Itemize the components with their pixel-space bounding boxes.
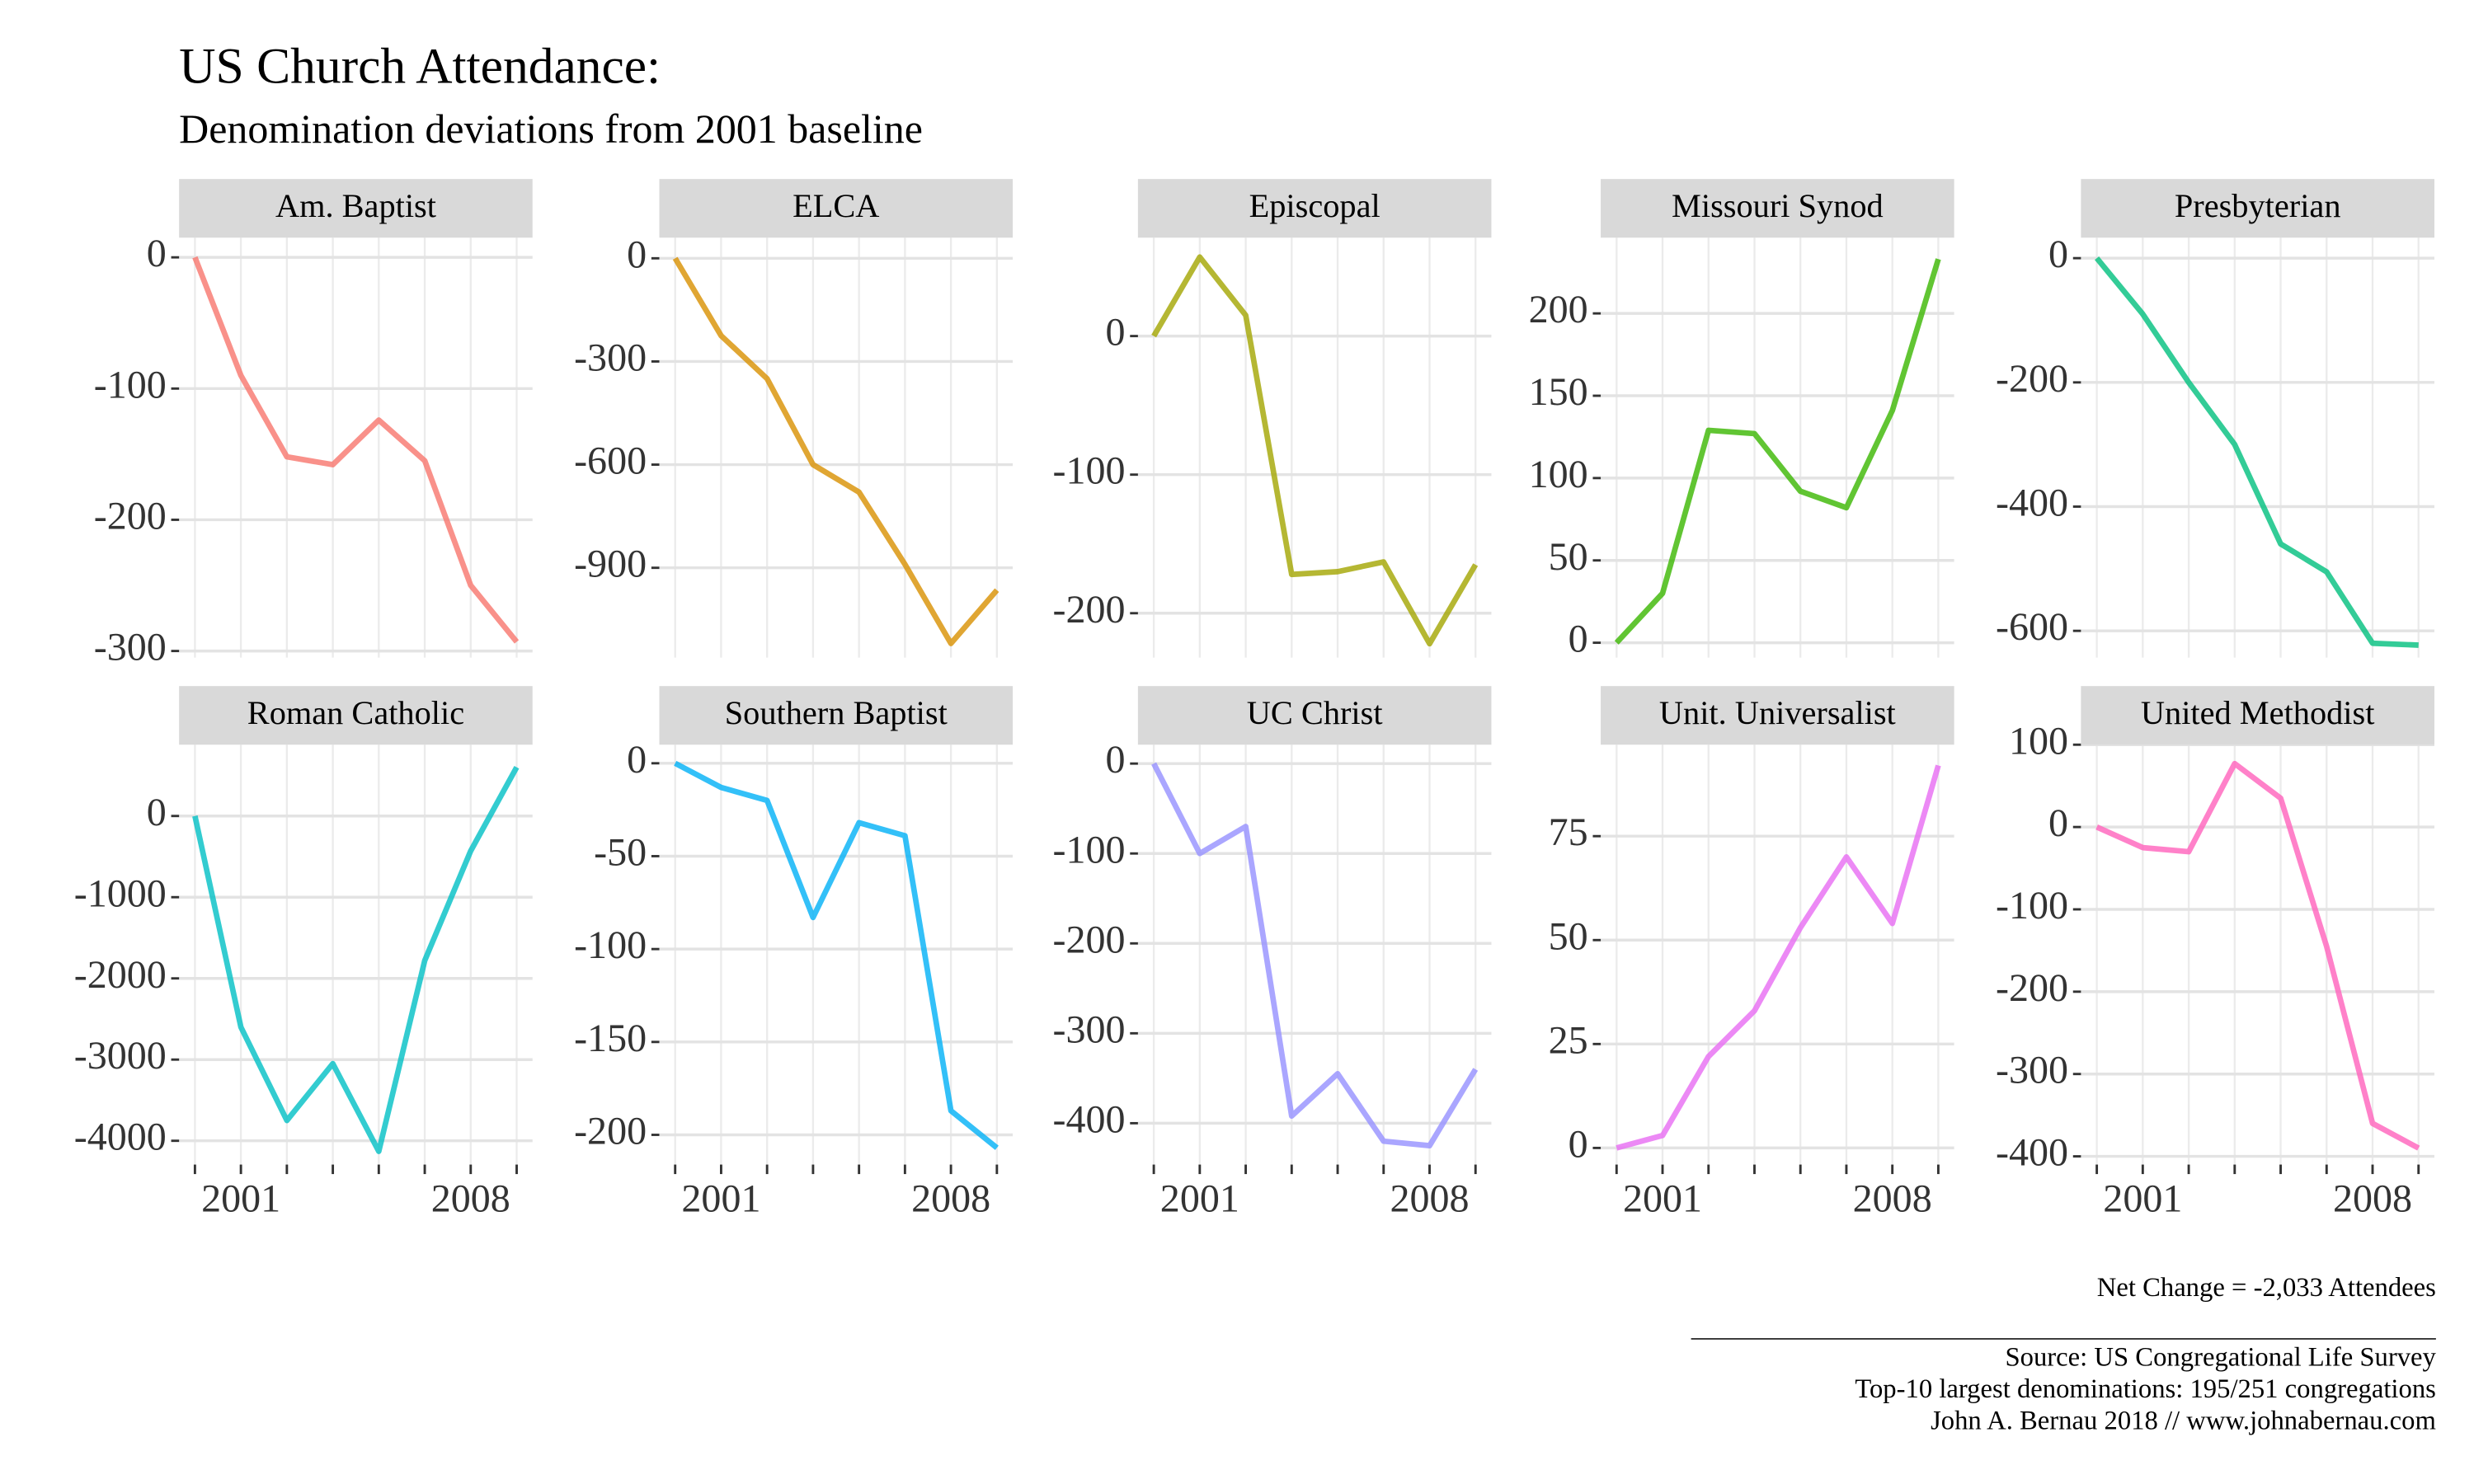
strip bbox=[179, 179, 533, 238]
y-tick-label: 50 bbox=[1549, 535, 1588, 579]
y-tick-label: -50 bbox=[594, 831, 647, 875]
y-tick-label: -900 bbox=[574, 542, 647, 586]
y-tick-label: -600 bbox=[574, 439, 647, 483]
strip bbox=[2081, 686, 2434, 745]
series-line bbox=[1151, 762, 1479, 1149]
y-tick-label: 0 bbox=[147, 791, 167, 834]
strip bbox=[1137, 686, 1492, 745]
panel-background bbox=[659, 237, 1014, 658]
y-tick-label: -100 bbox=[1052, 828, 1125, 871]
y-tick-label: -2000 bbox=[74, 953, 167, 997]
strip bbox=[659, 686, 1014, 745]
strip-label: Unit. Universalist bbox=[1659, 694, 1896, 731]
y-tick-label: -4000 bbox=[74, 1115, 167, 1159]
y-tick-label: -200 bbox=[1996, 966, 2068, 1010]
series-line bbox=[1151, 254, 1479, 647]
strip bbox=[1137, 179, 1492, 238]
caption-line: Source: US Congregational Life Survey bbox=[2005, 1342, 2436, 1372]
panel-background bbox=[659, 744, 1014, 1165]
y-tick-label: -3000 bbox=[74, 1034, 167, 1078]
series-line bbox=[192, 766, 520, 1154]
y-tick-label: -100 bbox=[94, 363, 167, 406]
strip-label: ELCA bbox=[793, 187, 879, 224]
x-tick-label: 2001 bbox=[1623, 1177, 1702, 1221]
y-tick-label: -1000 bbox=[74, 871, 167, 915]
net-change: Net Change = -2,033 Attendees bbox=[2097, 1273, 2436, 1303]
y-tick-label: -200 bbox=[1052, 588, 1125, 632]
panel-background bbox=[1601, 744, 1954, 1165]
y-tick-label: 100 bbox=[1529, 453, 1588, 496]
strip-label: Am. Baptist bbox=[275, 187, 436, 224]
y-tick-label: 100 bbox=[2009, 719, 2068, 763]
x-tick-label: 2001 bbox=[2103, 1177, 2182, 1221]
x-tick-label: 2008 bbox=[1390, 1177, 1469, 1221]
series-line bbox=[192, 256, 520, 644]
series-line bbox=[672, 256, 999, 646]
chart-subtitle: Denomination deviations from 2001 baseli… bbox=[179, 106, 923, 152]
strip bbox=[1601, 686, 1954, 745]
x-tick-label: 2001 bbox=[201, 1177, 280, 1221]
y-tick-label: -600 bbox=[1996, 605, 2068, 649]
y-tick-label: 0 bbox=[1105, 738, 1125, 782]
series-line bbox=[674, 760, 999, 1150]
y-tick-label: 0 bbox=[1105, 311, 1125, 355]
y-tick-label: 0 bbox=[1569, 1122, 1588, 1166]
x-tick-label: 2008 bbox=[1853, 1177, 1932, 1221]
y-tick-label: 0 bbox=[2048, 801, 2068, 845]
strip-label: Roman Catholic bbox=[247, 694, 464, 731]
x-tick-label: 2008 bbox=[2333, 1177, 2412, 1221]
panel-background bbox=[2081, 744, 2434, 1165]
chart-title: US Church Attendance: bbox=[179, 39, 661, 95]
y-tick-label: -200 bbox=[94, 494, 167, 538]
series-line bbox=[2095, 760, 2420, 1151]
y-tick-label: -400 bbox=[1996, 481, 2068, 525]
y-tick-label: 0 bbox=[1569, 618, 1588, 661]
series-line bbox=[1616, 764, 1941, 1151]
y-tick-label: -100 bbox=[1996, 884, 2068, 928]
y-tick-label: -300 bbox=[1996, 1049, 2068, 1092]
strip-label: Presbyterian bbox=[2175, 187, 2341, 224]
series-line bbox=[1614, 258, 1941, 645]
panel-background bbox=[1601, 237, 1954, 658]
y-tick-label: 150 bbox=[1529, 370, 1588, 414]
caption-line: John A. Bernau 2018 // www.johnabernau.c… bbox=[1931, 1406, 2436, 1435]
y-tick-label: -400 bbox=[1996, 1131, 2068, 1175]
x-tick-label: 2008 bbox=[431, 1177, 510, 1221]
x-tick-label: 2001 bbox=[1160, 1177, 1239, 1221]
y-tick-label: -100 bbox=[574, 923, 647, 967]
strip-label: United Methodist bbox=[2141, 694, 2375, 731]
y-tick-label: -200 bbox=[1052, 918, 1125, 961]
y-tick-label: 75 bbox=[1549, 810, 1588, 854]
y-tick-label: -400 bbox=[1052, 1097, 1125, 1141]
caption-line: Top-10 largest denominations: 195/251 co… bbox=[1855, 1374, 2436, 1404]
y-tick-label: -200 bbox=[1996, 357, 2068, 401]
x-tick-label: 2001 bbox=[681, 1177, 760, 1221]
strip bbox=[1601, 179, 1954, 238]
y-tick-label: -200 bbox=[574, 1110, 647, 1153]
y-tick-label: 200 bbox=[1529, 288, 1588, 331]
strip-label: Missouri Synod bbox=[1672, 187, 1884, 224]
y-tick-label: 0 bbox=[2048, 232, 2068, 276]
strip-label: Episcopal bbox=[1249, 187, 1380, 224]
y-tick-label: -100 bbox=[1052, 449, 1125, 493]
series-line bbox=[2095, 256, 2419, 648]
panel-background bbox=[1137, 744, 1492, 1165]
panel-background bbox=[1137, 237, 1492, 658]
y-tick-label: -300 bbox=[1052, 1007, 1125, 1051]
x-tick-label: 2008 bbox=[911, 1177, 990, 1221]
y-tick-label: 0 bbox=[627, 738, 647, 782]
strip-label: UC Christ bbox=[1247, 694, 1383, 731]
y-tick-label: 0 bbox=[147, 232, 167, 275]
y-tick-label: 25 bbox=[1549, 1018, 1588, 1062]
y-tick-label: 0 bbox=[627, 232, 647, 276]
y-tick-label: -300 bbox=[94, 626, 167, 669]
y-tick-label: -300 bbox=[574, 336, 647, 379]
strip-label: Southern Baptist bbox=[725, 694, 948, 731]
strip bbox=[2081, 179, 2434, 238]
y-tick-label: -150 bbox=[574, 1017, 647, 1060]
strip bbox=[179, 686, 533, 745]
strip bbox=[659, 179, 1014, 238]
y-tick-label: 50 bbox=[1549, 914, 1588, 958]
